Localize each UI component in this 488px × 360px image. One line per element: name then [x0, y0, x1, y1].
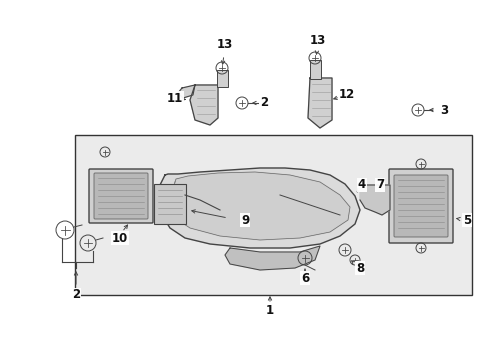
Text: 2: 2: [260, 96, 267, 109]
FancyBboxPatch shape: [89, 169, 153, 223]
Text: 8: 8: [355, 261, 364, 274]
FancyBboxPatch shape: [388, 169, 452, 243]
Polygon shape: [190, 85, 218, 125]
Text: 13: 13: [309, 33, 325, 46]
FancyBboxPatch shape: [309, 59, 320, 78]
FancyBboxPatch shape: [216, 69, 227, 86]
Text: 4: 4: [357, 179, 366, 192]
Text: 11: 11: [166, 91, 183, 104]
Text: 3: 3: [439, 104, 447, 117]
Text: 6: 6: [300, 271, 308, 284]
Polygon shape: [178, 85, 195, 98]
Text: 7: 7: [375, 179, 383, 192]
FancyBboxPatch shape: [94, 173, 148, 219]
Polygon shape: [170, 172, 349, 240]
Polygon shape: [224, 246, 319, 270]
Polygon shape: [307, 78, 331, 128]
Text: 9: 9: [241, 213, 248, 226]
FancyBboxPatch shape: [75, 135, 471, 295]
Polygon shape: [359, 185, 389, 215]
FancyBboxPatch shape: [154, 184, 185, 224]
Polygon shape: [158, 168, 359, 248]
Text: 1: 1: [265, 303, 273, 316]
Text: 5: 5: [462, 213, 470, 226]
Text: 12: 12: [338, 89, 354, 102]
Text: 13: 13: [217, 39, 233, 51]
Text: 2: 2: [72, 288, 80, 302]
Text: 10: 10: [112, 231, 128, 244]
FancyBboxPatch shape: [393, 175, 447, 237]
